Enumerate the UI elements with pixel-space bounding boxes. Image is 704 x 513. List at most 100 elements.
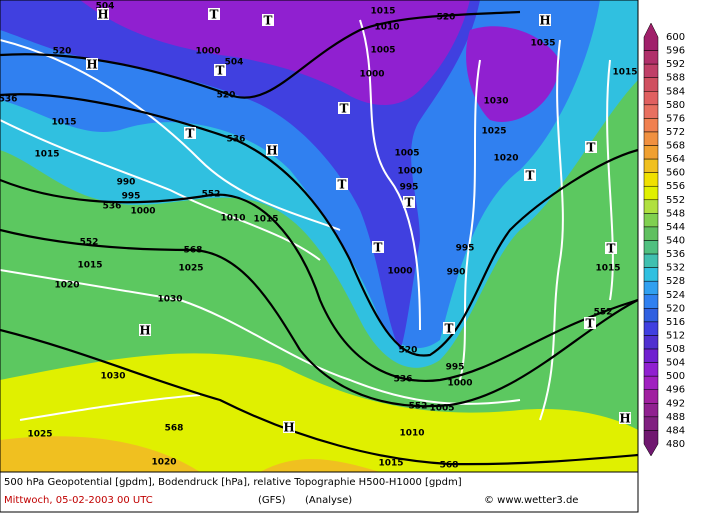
colorbar-label: 588: [666, 73, 685, 84]
geopotential-label: 520: [53, 47, 72, 57]
label-bg: [605, 242, 617, 254]
colorbar-label: 516: [666, 317, 685, 328]
colorbar-segment: [643, 362, 659, 377]
isobar-label: 1030: [483, 97, 508, 107]
geopotential-label: 536: [0, 95, 17, 105]
label-bg: [539, 14, 551, 26]
geopotential-label: 552: [594, 308, 613, 318]
field-blue: [0, 0, 600, 349]
pressure-center: T: [607, 242, 616, 256]
isobar-label: 1015: [34, 150, 59, 160]
colorbar-segment: [643, 430, 659, 457]
label-bg: [524, 169, 536, 181]
isobar-label: 1015: [51, 118, 76, 128]
colorbar-label: 512: [666, 330, 685, 341]
colorbar-label: 540: [666, 236, 685, 247]
colorbar-segment: [643, 199, 659, 214]
label-bg: [97, 8, 109, 20]
colorbar-label: 576: [666, 113, 685, 124]
label-bg: [584, 317, 596, 329]
colorbar-segment: [643, 253, 659, 268]
isobar-label: 1000: [195, 47, 220, 57]
colorbar-segment: [643, 308, 659, 323]
isobar-label: 1015: [77, 261, 102, 271]
colorbar: 600 596 592 588 584 580 576 572 568 564 560 556 552 5…: [643, 22, 685, 457]
geopotential-label: 552: [202, 190, 221, 200]
pressure-center: T: [264, 14, 273, 28]
geopotential-label: 520: [437, 13, 456, 23]
isobar-label: 1000: [447, 379, 472, 389]
colorbar-label: 600: [666, 32, 685, 43]
map-area: 504 520 520 536 536 552 536 552 568 520 536 552 568 5…: [0, 0, 639, 472]
colorbar-label: 564: [666, 154, 685, 165]
colorbar-label: 532: [666, 263, 685, 274]
isobar-label: 1020: [493, 154, 518, 164]
pressure-center: H: [619, 412, 630, 426]
footer-date: Mittwoch, 05-02-2003 00 UTC: [4, 495, 153, 506]
isobar-label: 1015: [378, 459, 403, 469]
isobar-label: 1025: [481, 127, 506, 137]
isobar-label: 1015: [612, 68, 637, 78]
geopotential-label: 504: [225, 58, 244, 68]
colorbar-label: 596: [666, 46, 685, 57]
label-bg: [403, 196, 415, 208]
label-bg: [208, 8, 220, 20]
colorbar-label: 568: [666, 141, 685, 152]
label-bg: [266, 144, 278, 156]
colorbar-label: 484: [666, 425, 685, 436]
colorbar-label: 572: [666, 127, 685, 138]
pressure-center: H: [266, 144, 277, 158]
pressure-center: T: [374, 241, 383, 255]
colorbar-label: 536: [666, 249, 685, 260]
colorbar-label: 520: [666, 303, 685, 314]
pressure-center: T: [186, 127, 195, 141]
geopotential-label: 552: [409, 402, 428, 412]
colorbar-segment: [643, 158, 659, 173]
colorbar-segment: [643, 335, 659, 350]
geopotential-label: 995: [446, 363, 465, 373]
isobars: [0, 19, 614, 421]
label-bg: [86, 58, 98, 70]
isobar-label: 1025: [27, 430, 52, 440]
field-orange: [0, 436, 380, 472]
colorbar-segment: [643, 403, 659, 418]
footer-title: 500 hPa Geopotential [gpdm], Bodendruck …: [4, 477, 462, 488]
colorbar-segment: [643, 348, 659, 363]
label-bg: [336, 178, 348, 190]
label-bg: [184, 127, 196, 139]
colorbar-segment: [643, 321, 659, 336]
colorbar-segment: [643, 91, 659, 106]
geopotential-label: 520: [399, 346, 418, 356]
geopotential-label: 995: [456, 244, 475, 254]
label-bg: [283, 421, 295, 433]
geopotential-label: 995: [400, 183, 419, 193]
isobar-label: 1005: [394, 149, 419, 159]
label-bg: [619, 412, 631, 424]
colorbar-label: 556: [666, 181, 685, 192]
pressure-center: T: [216, 64, 225, 78]
geopotential-label: 995: [122, 192, 141, 202]
geopotential-label: 536: [103, 202, 122, 212]
isobar-label: 1000: [387, 267, 412, 277]
pressure-center: T: [405, 196, 414, 210]
colorbar-label: 560: [666, 168, 685, 179]
isobar-label: 1030: [100, 372, 125, 382]
isobar-label: 1010: [220, 214, 245, 224]
isobar-label: 1020: [54, 281, 79, 291]
field-yellow: [0, 353, 638, 472]
colorbar-segment: [643, 226, 659, 241]
footer-run: (Analyse): [305, 495, 352, 506]
colorbar-label: 488: [666, 412, 685, 423]
isobar-label: 1000: [359, 70, 384, 80]
isobar-label: 1015: [595, 264, 620, 274]
pressure-center: H: [539, 14, 550, 28]
colorbar-segment: [643, 63, 659, 78]
colorbar-segment: [643, 131, 659, 146]
isobar-label: 1025: [178, 264, 203, 274]
colorbar-segment: [643, 145, 659, 160]
isobar-label: 1015: [253, 215, 278, 225]
label-bg: [262, 14, 274, 26]
geopotential-label: 536: [394, 375, 413, 385]
pressure-center: H: [283, 421, 294, 435]
colorbar-segment: [643, 280, 659, 296]
